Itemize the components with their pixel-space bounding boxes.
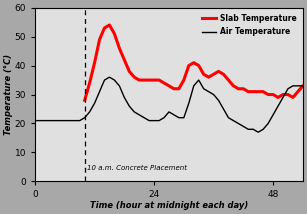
Slab Temperature xyxy=(113,33,116,35)
Text: 10 a.m. Concrete Placement: 10 a.m. Concrete Placement xyxy=(87,165,187,171)
Slab Temperature xyxy=(247,90,250,93)
Air Temperature xyxy=(98,90,101,93)
Slab Temperature xyxy=(142,79,146,81)
Air Temperature xyxy=(256,131,260,134)
Air Temperature xyxy=(33,119,37,122)
Slab Temperature xyxy=(276,96,280,99)
Slab Temperature xyxy=(122,58,126,61)
Air Temperature xyxy=(296,85,300,87)
Slab Temperature xyxy=(182,79,186,81)
Slab Temperature xyxy=(261,90,265,93)
Y-axis label: Temperature (°C): Temperature (°C) xyxy=(4,54,13,135)
X-axis label: Time (hour at midnight each day): Time (hour at midnight each day) xyxy=(90,201,248,210)
Air Temperature xyxy=(301,85,305,87)
Slab Temperature xyxy=(192,61,196,64)
Legend: Slab Temperature, Air Temperature: Slab Temperature, Air Temperature xyxy=(199,10,301,40)
Slab Temperature xyxy=(157,79,161,81)
Line: Air Temperature: Air Temperature xyxy=(35,77,303,132)
Slab Temperature xyxy=(256,90,260,93)
Slab Temperature xyxy=(296,90,300,93)
Slab Temperature xyxy=(167,85,171,87)
Slab Temperature xyxy=(83,99,87,102)
Air Temperature xyxy=(281,96,285,99)
Air Temperature xyxy=(83,116,87,119)
Slab Temperature xyxy=(266,93,270,96)
Slab Temperature xyxy=(93,61,96,64)
Slab Temperature xyxy=(147,79,151,81)
Slab Temperature xyxy=(231,85,235,87)
Slab Temperature xyxy=(291,96,295,99)
Slab Temperature xyxy=(162,82,166,84)
Slab Temperature xyxy=(217,70,220,73)
Slab Temperature xyxy=(132,76,136,79)
Slab Temperature xyxy=(271,93,275,96)
Slab Temperature xyxy=(301,85,305,87)
Slab Temperature xyxy=(197,64,200,67)
Slab Temperature xyxy=(242,88,245,90)
Line: Slab Temperature: Slab Temperature xyxy=(85,25,303,100)
Air Temperature xyxy=(63,119,67,122)
Slab Temperature xyxy=(286,93,290,96)
Slab Temperature xyxy=(212,73,216,76)
Slab Temperature xyxy=(137,79,141,81)
Slab Temperature xyxy=(227,79,230,81)
Slab Temperature xyxy=(127,70,131,73)
Slab Temperature xyxy=(222,73,225,76)
Slab Temperature xyxy=(187,64,191,67)
Air Temperature xyxy=(108,76,111,79)
Slab Temperature xyxy=(152,79,156,81)
Slab Temperature xyxy=(281,93,285,96)
Slab Temperature xyxy=(202,73,205,76)
Slab Temperature xyxy=(207,76,211,79)
Slab Temperature xyxy=(118,47,121,49)
Slab Temperature xyxy=(108,24,111,26)
Slab Temperature xyxy=(103,27,106,29)
Slab Temperature xyxy=(236,88,240,90)
Slab Temperature xyxy=(172,88,176,90)
Slab Temperature xyxy=(251,90,255,93)
Slab Temperature xyxy=(98,38,101,41)
Air Temperature xyxy=(137,114,141,116)
Slab Temperature xyxy=(88,82,91,84)
Slab Temperature xyxy=(177,88,181,90)
